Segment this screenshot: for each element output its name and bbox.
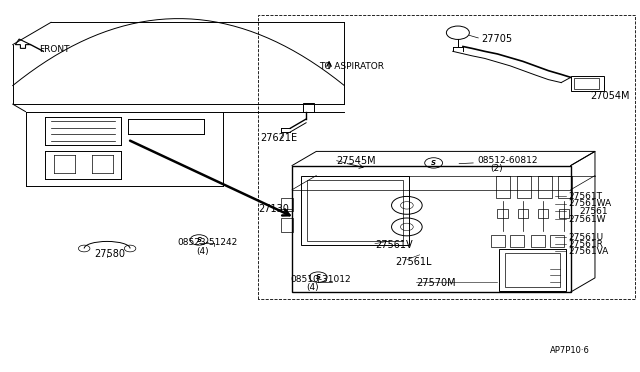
Text: 27561: 27561 [579,207,607,216]
Text: 27621E: 27621E [260,134,298,143]
Text: 27580: 27580 [94,249,125,259]
Bar [497,209,508,218]
Text: 27561R: 27561R [569,240,604,248]
Bar [307,180,403,241]
Text: 27561V: 27561V [375,240,413,250]
Bar [518,209,528,218]
Text: S: S [196,237,202,243]
Text: S: S [431,160,436,166]
Text: 08523-51242: 08523-51242 [177,238,237,247]
Text: S: S [316,274,321,280]
Text: 27561VA: 27561VA [569,247,609,256]
Bar [280,218,293,232]
Bar [559,209,569,218]
Bar [303,103,314,112]
Bar [538,209,548,218]
Bar [574,78,600,89]
Bar [538,176,552,198]
Text: (4): (4) [306,283,319,292]
Bar [516,176,531,198]
Bar [280,198,293,211]
Text: (4): (4) [196,247,209,256]
Bar [550,235,564,247]
Text: 08512-60812: 08512-60812 [477,156,538,165]
Text: AP7P10·6: AP7P10·6 [550,346,589,355]
Text: 27561U: 27561U [569,233,604,242]
Bar [571,76,604,91]
Bar [496,176,510,198]
Text: 27561L: 27561L [396,257,432,267]
Bar [292,166,571,292]
Polygon shape [15,39,31,48]
Text: TO ASPIRATOR: TO ASPIRATOR [319,62,384,71]
Text: 27561W: 27561W [569,215,606,224]
Bar [510,235,524,247]
Bar [491,235,505,247]
Text: FRONT: FRONT [40,45,70,54]
Text: 27054M: 27054M [590,91,629,101]
Bar [505,253,560,287]
Text: 08510-31012: 08510-31012 [290,275,351,284]
Bar [531,235,545,247]
Bar [301,176,410,245]
Text: 27705: 27705 [481,34,513,44]
Text: 27570M: 27570M [416,279,456,288]
Bar [499,249,566,291]
Text: 27561WA: 27561WA [569,199,612,208]
Text: (2): (2) [490,164,502,173]
Text: 27545M: 27545M [337,156,376,166]
Bar [558,176,572,198]
Text: 27561T: 27561T [569,192,603,201]
Text: 27130: 27130 [259,204,289,214]
